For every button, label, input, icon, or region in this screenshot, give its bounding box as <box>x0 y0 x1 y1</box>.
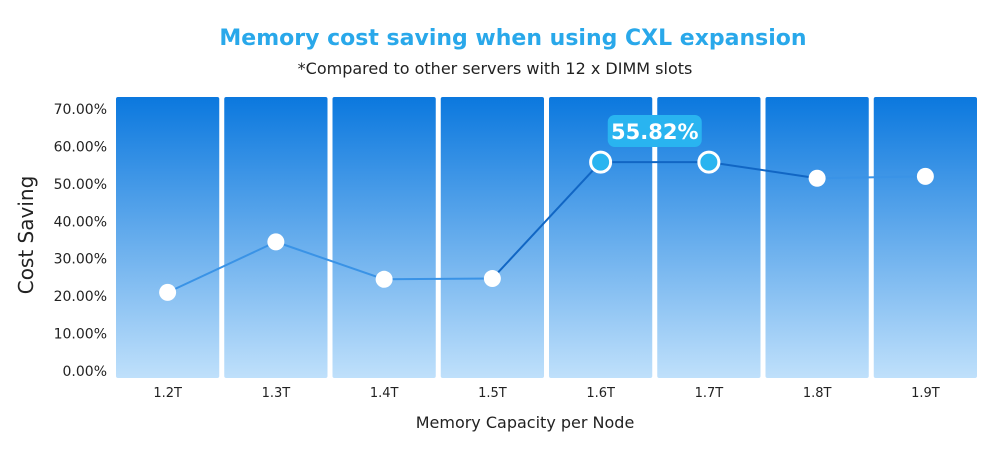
y-axis-label: Cost Saving <box>14 176 38 295</box>
x-tick-label: 1.7T <box>695 386 724 401</box>
data-point-1.2T <box>159 283 177 301</box>
x-tick-label: 1.4T <box>370 386 399 401</box>
x-tick-label: 1.9T <box>911 386 940 401</box>
column-bg-1.9T <box>873 97 977 378</box>
data-point-1.9T <box>916 167 934 185</box>
x-tick-label: 1.5T <box>478 386 507 401</box>
data-points <box>159 150 934 301</box>
data-point-1.8T <box>808 169 826 187</box>
series-segment <box>491 161 602 280</box>
y-axis-ticks: 0.00% 10.00% 20.00% 30.00% 40.00% 50.00% 60.00… <box>54 102 107 380</box>
series-segment <box>275 240 385 281</box>
series-segment <box>384 277 493 281</box>
data-point-1.3T <box>267 233 285 251</box>
data-point-1.5T <box>483 270 501 288</box>
x-tick-label: 1.6T <box>586 386 615 401</box>
chart-title: Memory cost saving when using CXL expans… <box>219 26 806 51</box>
column-bg-1.4T <box>332 97 436 378</box>
y-tick-label: 40.00% <box>54 214 107 230</box>
column-bg-1.7T <box>657 97 761 378</box>
x-axis-ticks: 1.2T 1.3T 1.4T 1.5T 1.6T 1.7T 1.8T 1.9T <box>153 386 939 401</box>
y-tick-label: 10.00% <box>54 327 107 343</box>
column-bg-1.6T <box>549 97 653 378</box>
x-tick-label: 1.2T <box>153 386 182 401</box>
series-line <box>167 161 926 294</box>
x-axis-label: Memory Capacity per Node <box>416 413 635 432</box>
highlight-value-label: 55.82% <box>611 120 698 144</box>
y-tick-label: 70.00% <box>54 102 107 118</box>
series-segment <box>708 161 818 180</box>
x-tick-label: 1.3T <box>262 386 291 401</box>
y-tick-label: 60.00% <box>54 139 107 155</box>
column-bg-1.2T <box>116 97 220 378</box>
column-bg-1.5T <box>440 97 544 378</box>
y-tick-label: 20.00% <box>54 289 107 305</box>
highlight-callout: 55.82% <box>607 115 702 147</box>
bars-layer <box>116 97 977 378</box>
y-tick-label: 50.00% <box>54 177 107 193</box>
x-tick-label: 1.8T <box>803 386 832 401</box>
data-point-1.7T <box>697 150 721 174</box>
data-point-1.4T <box>375 270 393 288</box>
series-segment <box>817 175 926 180</box>
y-tick-label: 0.00% <box>63 364 107 380</box>
chart-subtitle: *Compared to other servers with 12 x DIM… <box>298 59 693 78</box>
highlight-label-box <box>607 115 702 147</box>
series-segment <box>167 240 277 294</box>
column-bg-1.8T <box>765 97 869 378</box>
y-tick-label: 30.00% <box>54 252 107 268</box>
data-point-1.6T <box>589 150 613 174</box>
